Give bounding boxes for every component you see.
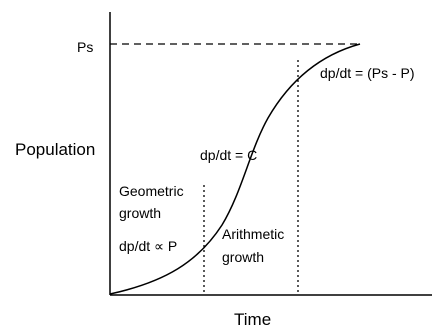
phase-equation: dp/dt ∝ P bbox=[119, 238, 177, 254]
phase-equation: dp/dt = C bbox=[200, 147, 257, 163]
phase-name: growth bbox=[119, 205, 161, 221]
y-axis-label: Population bbox=[15, 140, 95, 159]
phase-name: growth bbox=[222, 249, 264, 265]
saturation-label: Ps bbox=[77, 39, 93, 55]
x-axis-label: Time bbox=[234, 310, 271, 329]
phase-name: Arithmetic bbox=[222, 226, 284, 242]
phase-name: Geometric bbox=[119, 183, 184, 199]
growth-curve bbox=[109, 43, 361, 295]
phase-equation: dp/dt = (Ps - P) bbox=[320, 65, 415, 81]
